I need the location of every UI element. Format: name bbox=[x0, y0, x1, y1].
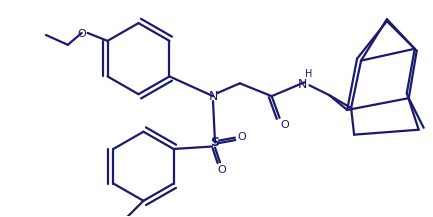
Text: N: N bbox=[208, 90, 218, 103]
Text: O: O bbox=[237, 132, 246, 142]
Text: O: O bbox=[77, 29, 86, 39]
Text: N: N bbox=[298, 78, 307, 91]
Text: O: O bbox=[218, 165, 226, 175]
Text: O: O bbox=[280, 120, 289, 130]
Text: H: H bbox=[305, 69, 313, 79]
Text: S: S bbox=[210, 136, 220, 149]
